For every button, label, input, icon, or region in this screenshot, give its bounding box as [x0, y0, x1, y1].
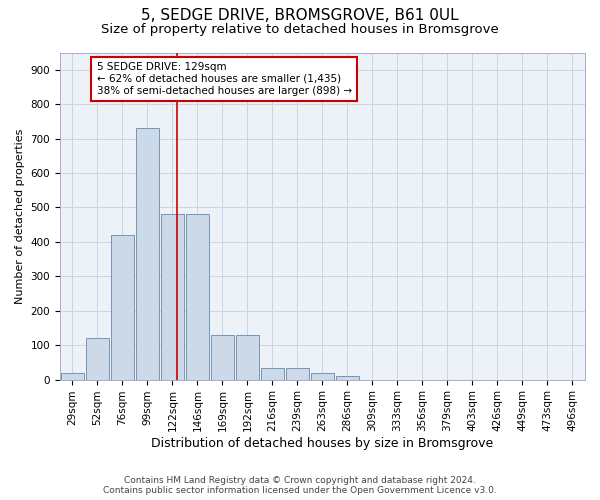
X-axis label: Distribution of detached houses by size in Bromsgrove: Distribution of detached houses by size …	[151, 437, 494, 450]
Text: Contains HM Land Registry data © Crown copyright and database right 2024.
Contai: Contains HM Land Registry data © Crown c…	[103, 476, 497, 495]
Bar	[86, 338, 109, 380]
Text: 5, SEDGE DRIVE, BROMSGROVE, B61 0UL: 5, SEDGE DRIVE, BROMSGROVE, B61 0UL	[141, 8, 459, 22]
Bar	[286, 368, 308, 380]
Bar	[61, 372, 83, 380]
Bar	[186, 214, 209, 380]
Y-axis label: Number of detached properties: Number of detached properties	[15, 128, 25, 304]
Bar	[136, 128, 158, 380]
Bar	[211, 335, 233, 380]
Text: Size of property relative to detached houses in Bromsgrove: Size of property relative to detached ho…	[101, 22, 499, 36]
Bar	[111, 235, 134, 380]
Bar	[261, 368, 284, 380]
Bar	[311, 372, 334, 380]
Bar	[161, 214, 184, 380]
Bar	[236, 335, 259, 380]
Bar	[336, 376, 359, 380]
Text: 5 SEDGE DRIVE: 129sqm
← 62% of detached houses are smaller (1,435)
38% of semi-d: 5 SEDGE DRIVE: 129sqm ← 62% of detached …	[97, 62, 352, 96]
